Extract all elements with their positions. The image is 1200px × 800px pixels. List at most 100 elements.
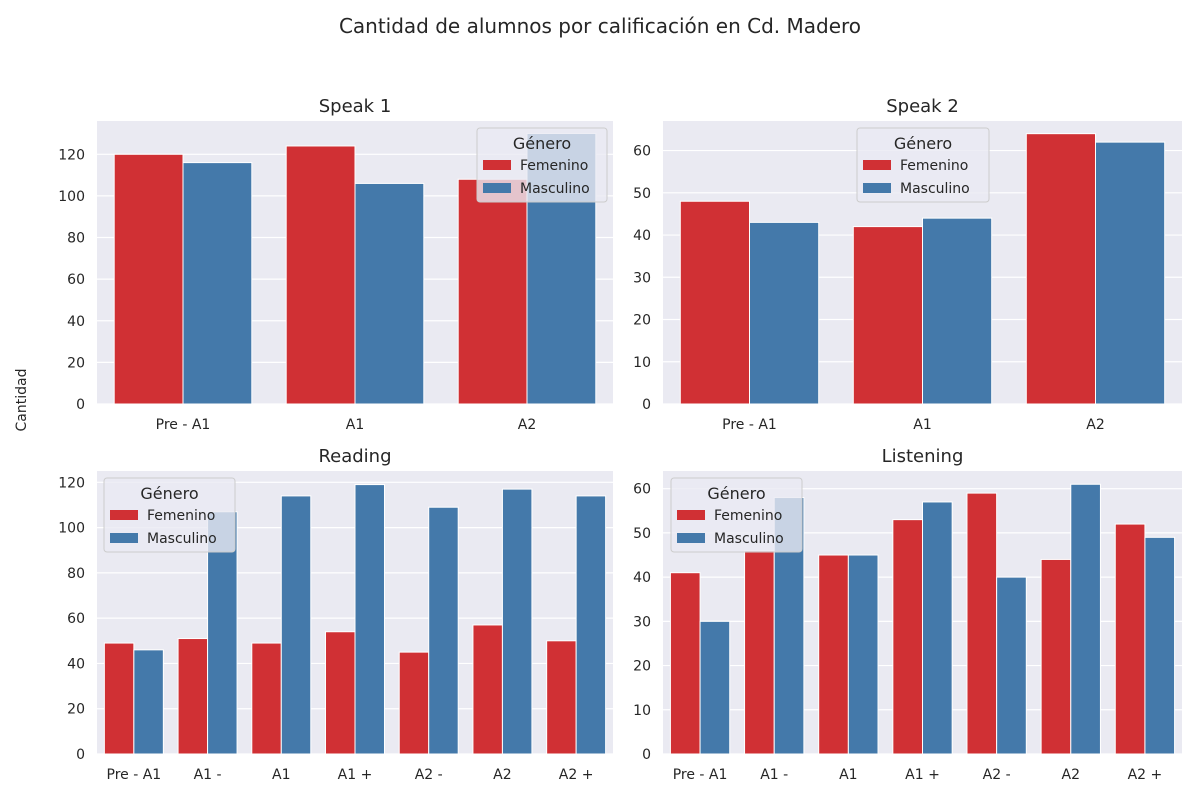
bar-femenino-0 xyxy=(113,153,184,405)
x-tick-label: A1 + xyxy=(338,767,373,783)
y-tick-label: 100 xyxy=(58,189,85,205)
legend-swatch-masculino xyxy=(110,533,138,543)
legend-swatch-femenino xyxy=(677,510,705,520)
legend: Género Femenino Masculino xyxy=(476,127,608,203)
y-tick-label: 50 xyxy=(633,186,651,202)
legend-title: Género xyxy=(894,134,952,153)
y-tick-label: 80 xyxy=(67,566,85,582)
y-tick-label: 10 xyxy=(633,355,651,371)
bar-femenino-2 xyxy=(1025,133,1097,405)
x-tick-label: A1 xyxy=(839,767,857,783)
bar-masculino-4 xyxy=(996,576,1027,755)
bar-femenino-1 xyxy=(852,226,923,405)
bar-femenino-4 xyxy=(398,651,430,755)
y-tick-label: 40 xyxy=(67,656,85,672)
bar-masculino-2 xyxy=(280,495,312,755)
legend-label-femenino: Femenino xyxy=(900,158,968,174)
x-tick-label: A1 - xyxy=(760,767,788,783)
y-tick-label: 0 xyxy=(76,397,85,413)
panel-title: Listening xyxy=(882,446,964,467)
legend-label-femenino: Femenino xyxy=(520,158,588,174)
bar-masculino-0 xyxy=(749,221,820,405)
panel-title: Reading xyxy=(318,446,391,467)
bar-masculino-2 xyxy=(1095,141,1166,405)
bar-masculino-5 xyxy=(1070,483,1101,755)
x-tick-label: A2 - xyxy=(983,767,1011,783)
legend: Género Femenino Masculino xyxy=(103,477,236,553)
x-tick-label: A1 xyxy=(913,417,931,433)
panel-3: 0 20 40 60 80 100 120 Pre - A1 A1 - A1 A1 + A2 - A2 A… xyxy=(58,446,613,783)
y-tick-label: 60 xyxy=(67,611,85,627)
legend-label-masculino: Masculino xyxy=(714,531,784,547)
bar-masculino-2 xyxy=(847,554,879,755)
bar-masculino-0 xyxy=(699,620,731,755)
bar-femenino-4 xyxy=(966,492,998,755)
figure-title: Cantidad de alumnos por calificación en … xyxy=(338,14,862,38)
panel-4: 0 10 20 30 40 50 60 Pre - A1 A1 - A1 A1 + A2 - A2 A2 … xyxy=(633,446,1182,783)
x-tick-label: A2 + xyxy=(559,767,594,783)
panel-title: Speak 2 xyxy=(886,96,959,117)
y-tick-label: 100 xyxy=(58,521,85,537)
bar-femenino-3 xyxy=(892,519,923,755)
y-tick-label: 60 xyxy=(67,272,85,288)
bar-masculino-6 xyxy=(575,495,607,755)
y-tick-label: 120 xyxy=(58,147,85,163)
y-tick-label: 50 xyxy=(633,526,651,542)
legend-swatch-femenino xyxy=(863,160,891,170)
y-tick-label: 0 xyxy=(76,747,85,763)
legend-swatch-femenino xyxy=(483,160,511,170)
bar-masculino-1 xyxy=(922,217,993,405)
panel-2: 0 10 20 30 40 50 60 Pre - A1 A1 A2 Speak 2 Género Fe… xyxy=(633,96,1182,433)
legend-swatch-femenino xyxy=(110,510,138,520)
legend-title: Género xyxy=(140,484,198,503)
bar-masculino-6 xyxy=(1144,536,1176,755)
legend: Género Femenino Masculino xyxy=(856,127,990,203)
bar-femenino-3 xyxy=(325,631,356,755)
bar-femenino-1 xyxy=(177,638,209,755)
x-tick-label: A1 - xyxy=(194,767,222,783)
y-tick-label: 0 xyxy=(642,747,651,763)
bar-femenino-0 xyxy=(669,572,701,755)
panel-1: 0 20 40 60 80 100 120 Pre - A1 A1 A2 Speak 1 Género… xyxy=(58,96,613,433)
y-tick-label: 60 xyxy=(633,144,651,160)
y-tick-label: 40 xyxy=(67,314,85,330)
x-tick-label: A2 xyxy=(1062,767,1080,783)
x-tick-label: A2 xyxy=(1086,417,1104,433)
panel-title: Speak 1 xyxy=(319,96,392,117)
y-tick-label: 80 xyxy=(67,231,85,247)
y-tick-label: 20 xyxy=(67,355,85,371)
x-tick-label: A2 xyxy=(493,767,511,783)
legend-title: Género xyxy=(513,134,571,153)
x-tick-label: A1 xyxy=(346,417,364,433)
y-tick-label: 20 xyxy=(633,659,651,675)
bar-masculino-3 xyxy=(354,484,385,755)
y-tick-label: 10 xyxy=(633,703,651,719)
y-tick-label: 40 xyxy=(633,228,651,244)
y-tick-label: 40 xyxy=(633,570,651,586)
bar-femenino-2 xyxy=(818,554,849,755)
bar-masculino-5 xyxy=(501,488,533,755)
x-tick-label: Pre - A1 xyxy=(673,767,728,783)
legend-swatch-masculino xyxy=(677,533,705,543)
y-tick-label: 30 xyxy=(633,270,651,286)
bar-masculino-0 xyxy=(182,162,253,405)
legend-swatch-masculino xyxy=(483,183,511,193)
bar-femenino-2 xyxy=(457,178,528,405)
bar-masculino-3 xyxy=(922,501,953,755)
x-tick-label: Pre - A1 xyxy=(107,767,162,783)
x-tick-label: Pre - A1 xyxy=(722,417,777,433)
bar-femenino-5 xyxy=(472,624,503,755)
bar-femenino-1 xyxy=(285,145,356,405)
y-tick-label: 60 xyxy=(633,482,651,498)
x-tick-label: A1 xyxy=(272,767,290,783)
bar-masculino-4 xyxy=(428,506,459,755)
x-tick-label: Pre - A1 xyxy=(156,417,211,433)
y-tick-label: 20 xyxy=(67,702,85,718)
bar-masculino-0 xyxy=(133,649,164,755)
legend-title: Género xyxy=(707,484,765,503)
legend-label-femenino: Femenino xyxy=(147,508,215,524)
bar-femenino-1 xyxy=(744,550,775,755)
y-tick-label: 20 xyxy=(633,313,651,329)
